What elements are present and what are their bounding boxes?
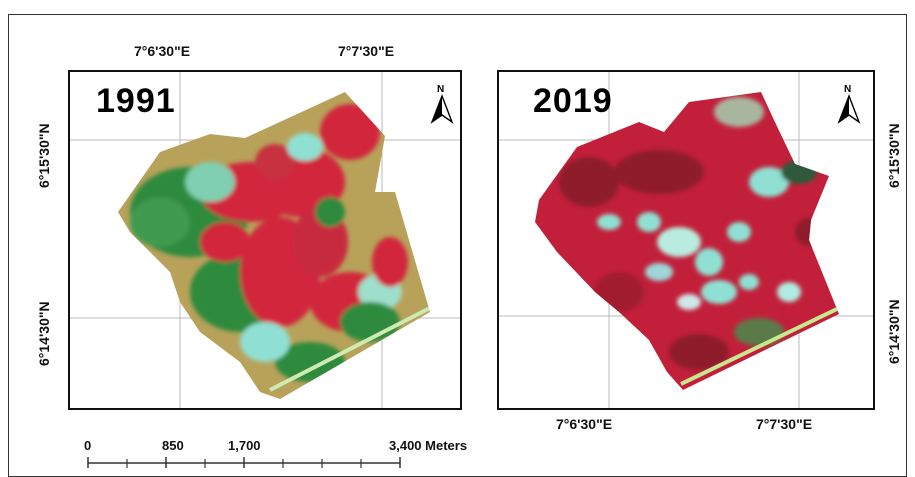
scale-label-850: 850: [162, 438, 184, 453]
lon-label-left-2: 7°7'30"E: [338, 43, 395, 59]
scale-label-3400: 3,400 Meters: [389, 438, 468, 453]
lon-label-right-2: 7°7'30"E: [756, 416, 813, 432]
satellite-image-1991: [70, 72, 460, 408]
north-label: N: [437, 84, 445, 95]
scale-label-1700: 1,700: [228, 438, 261, 453]
north-label: N: [844, 84, 852, 95]
year-label-1991: 1991: [96, 82, 176, 120]
lat-label-right-2: 6°14'30"N: [886, 299, 902, 364]
lat-label-left-2: 6°14'30"N: [36, 301, 52, 366]
scale-bar: [87, 457, 401, 468]
north-arrow-icon: N: [837, 84, 861, 126]
map-panel-1991: 1991 N: [68, 70, 462, 410]
scale-label-0: 0: [84, 438, 92, 453]
satellite-image-2019: [499, 72, 873, 408]
lon-label-right-1: 7°6'30"E: [556, 416, 613, 432]
lon-label-left-1: 7°6'30"E: [134, 43, 191, 59]
lat-label-left-1: 6°15'30"N: [36, 123, 52, 188]
north-arrow-icon: N: [430, 84, 454, 126]
year-label-2019: 2019: [533, 82, 613, 120]
lat-label-right-1: 6°15'30"N: [886, 123, 902, 188]
map-panel-2019: 2019 N: [497, 70, 875, 410]
